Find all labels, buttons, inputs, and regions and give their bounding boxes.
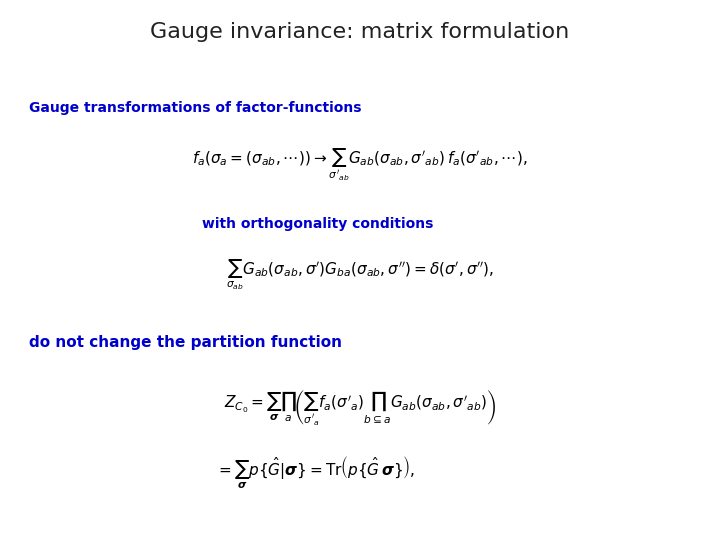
- Text: $Z_{C_0} = \sum_{\boldsymbol{\sigma}} \prod_a \left( \sum_{\sigma'_a} f_a(\sigma: $Z_{C_0} = \sum_{\boldsymbol{\sigma}} \p…: [224, 388, 496, 427]
- Text: $\sum_{\sigma_{ab}} G_{ab}(\sigma_{ab}, \sigma') G_{ba}(\sigma_{ab}, \sigma'') =: $\sum_{\sigma_{ab}} G_{ab}(\sigma_{ab}, …: [226, 258, 494, 293]
- Text: $f_a(\sigma_a = (\sigma_{ab}, \cdots)) \rightarrow \sum_{\sigma'_{ab}} G_{ab}(\s: $f_a(\sigma_a = (\sigma_{ab}, \cdots)) \…: [192, 146, 528, 183]
- Text: with orthogonality conditions: with orthogonality conditions: [202, 217, 433, 231]
- Text: Gauge invariance: matrix formulation: Gauge invariance: matrix formulation: [150, 22, 570, 42]
- Text: Gauge transformations of factor-functions: Gauge transformations of factor-function…: [29, 101, 361, 115]
- Text: do not change the partition function: do not change the partition function: [29, 335, 342, 350]
- Text: $= \sum_{\boldsymbol{\sigma}} p\{\hat{G} | \boldsymbol{\sigma}\} = \mathrm{Tr}\l: $= \sum_{\boldsymbol{\sigma}} p\{\hat{G}…: [216, 455, 415, 490]
